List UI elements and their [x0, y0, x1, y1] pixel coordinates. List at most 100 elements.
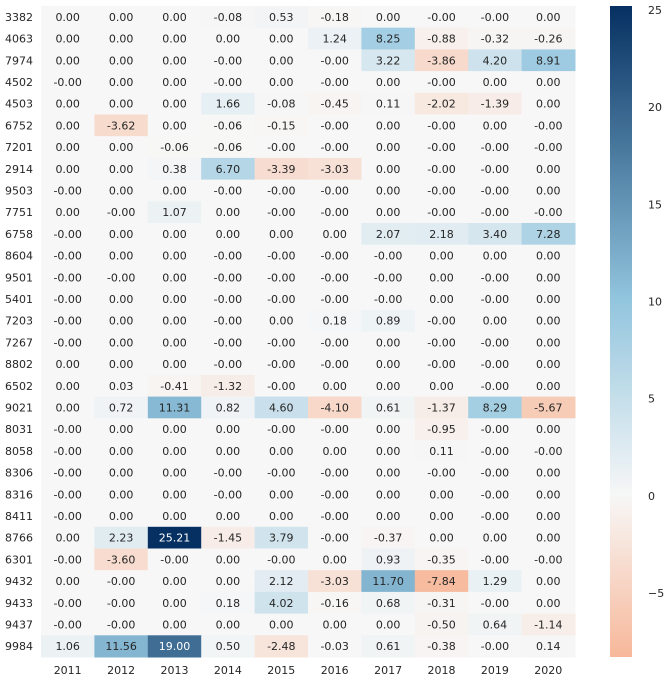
cell-value-label: 0.00 — [376, 445, 401, 458]
heatmap-cell — [41, 374, 95, 398]
heatmap-cell — [147, 353, 202, 376]
column-tick-label: 2018 — [428, 664, 456, 677]
cell-value-label: -0.38 — [427, 640, 455, 653]
cell-value-label: -0.00 — [374, 293, 402, 306]
cell-value-label: 0.00 — [536, 336, 561, 349]
heatmap-cell — [468, 570, 523, 593]
heatmap-cell — [41, 396, 95, 419]
cell-value-label: 8.29 — [483, 401, 508, 414]
cell-value-label: 0.00 — [483, 119, 508, 132]
cell-value-label: 0.00 — [536, 423, 561, 436]
cell-value-label: 0.00 — [429, 271, 454, 284]
heatmap-cell — [361, 266, 416, 289]
cell-value-label: 0.00 — [109, 76, 134, 89]
row-tick-label: 5401 — [5, 293, 33, 306]
heatmap-cell — [94, 244, 149, 267]
cell-value-label: 0.00 — [55, 575, 80, 588]
heatmap-cell — [254, 613, 309, 636]
cell-value-label: -0.00 — [481, 510, 509, 523]
heatmap-cell — [201, 418, 256, 441]
heatmap-cell — [521, 635, 576, 658]
heatmap-cell — [41, 440, 95, 463]
heatmap-cell — [201, 179, 256, 202]
cell-value-label: -0.00 — [481, 445, 509, 458]
heatmap-cell — [94, 635, 149, 658]
row-tick-label: 8058 — [5, 445, 33, 458]
heatmap-cell — [414, 483, 469, 506]
heatmap-cell — [147, 440, 202, 463]
heatmap-cell — [521, 92, 576, 115]
row-tick-label: 7267 — [5, 336, 33, 349]
cell-value-label: 0.00 — [55, 141, 80, 154]
heatmap-cell — [94, 49, 149, 72]
heatmap-cell — [468, 244, 523, 267]
cell-value-label: -0.45 — [320, 98, 348, 111]
cell-value-label: -0.00 — [267, 206, 295, 219]
cell-value-label: -0.00 — [320, 54, 348, 67]
cell-value-label: -0.00 — [267, 423, 295, 436]
heatmap-cell — [41, 136, 95, 159]
cell-value-label: 8.25 — [376, 33, 401, 46]
cell-value-label: 0.00 — [322, 618, 347, 631]
cell-value-label: 0.00 — [162, 98, 187, 111]
row-tick-label: 3382 — [5, 11, 33, 24]
heatmap-cell — [94, 223, 149, 246]
heatmap-cell — [94, 613, 149, 636]
heatmap-cell — [254, 526, 309, 549]
cell-value-label: 2.07 — [376, 228, 401, 241]
heatmap-cell — [468, 396, 523, 419]
heatmap-cell — [254, 223, 309, 246]
heatmap-cell — [254, 6, 309, 29]
cell-value-label: 0.00 — [162, 11, 187, 24]
heatmap-cell — [468, 288, 523, 311]
cell-value-label: 0.00 — [109, 250, 134, 263]
cell-value-label: 3.79 — [269, 532, 294, 545]
cell-value-label: -0.00 — [53, 271, 81, 284]
cell-value-label: -0.00 — [320, 467, 348, 480]
heatmap-cell — [94, 201, 149, 224]
cell-value-label: -0.00 — [214, 250, 242, 263]
heatmap-cell — [468, 6, 523, 29]
cell-value-label: 0.00 — [55, 119, 80, 132]
cell-value-label: 0.00 — [269, 488, 294, 501]
cell-value-label: 0.00 — [429, 293, 454, 306]
heatmap-cell — [308, 309, 362, 332]
cell-value-label: -0.00 — [214, 315, 242, 328]
heatmap-cell — [414, 440, 469, 463]
cell-value-label: 0.00 — [376, 119, 401, 132]
heatmap-cell — [41, 483, 95, 506]
heatmap-cell — [41, 353, 95, 376]
cell-value-label: 0.00 — [536, 163, 561, 176]
heatmap-cell — [254, 418, 309, 441]
cell-value-label: -0.00 — [214, 488, 242, 501]
row-tick-label: 6758 — [5, 228, 33, 241]
row-tick-label: 4063 — [5, 33, 33, 46]
cell-value-label: 0.00 — [376, 423, 401, 436]
cell-value-label: -0.00 — [427, 141, 455, 154]
heatmap-cell — [254, 548, 309, 571]
heatmap-cell — [308, 201, 362, 224]
heatmap-cell — [201, 71, 256, 94]
heatmap-cell — [41, 461, 95, 484]
heatmap-cell — [521, 157, 576, 181]
heatmap-cell — [201, 309, 256, 332]
heatmap-cell — [254, 179, 309, 202]
cell-value-label: 3.22 — [376, 54, 401, 67]
row-tick-label: 7974 — [5, 54, 33, 67]
heatmap-cell — [94, 71, 149, 94]
heatmap-cell — [254, 353, 309, 376]
heatmap-cell — [41, 92, 95, 115]
cell-value-label: 0.00 — [55, 33, 80, 46]
heatmap-cell — [521, 331, 576, 354]
cell-value-label: -0.00 — [427, 336, 455, 349]
row-tick-label: 9432 — [5, 575, 33, 588]
cell-value-label: 0.00 — [162, 119, 187, 132]
cell-value-label: 0.00 — [483, 532, 508, 545]
heatmap-cell — [414, 179, 469, 202]
heatmap-cell — [41, 613, 95, 636]
heatmap-cell — [254, 49, 309, 72]
heatmap-cell — [254, 71, 309, 94]
cell-value-label: 0.00 — [162, 250, 187, 263]
heatmap-cell — [201, 201, 256, 224]
cell-value-label: 0.18 — [216, 597, 241, 610]
